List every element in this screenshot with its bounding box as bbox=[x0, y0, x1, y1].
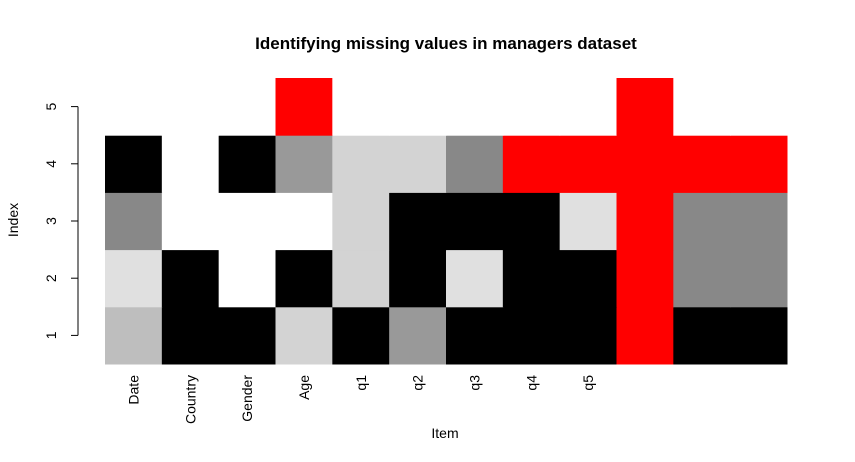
heatmap-cell-r2-c6 bbox=[389, 249, 447, 308]
heatmap-cell-r3-c1 bbox=[105, 192, 163, 251]
heatmap-cell-r4-c12 bbox=[730, 135, 788, 193]
heatmap-cell-r5-c10 bbox=[616, 78, 674, 136]
heatmap-cell-r2-c7 bbox=[446, 249, 504, 308]
heatmap-cell-r1-c7 bbox=[446, 306, 504, 365]
x-tick-label: Gender bbox=[239, 375, 255, 422]
heatmap-cell-r2-c5 bbox=[332, 249, 390, 308]
heatmap-cell-r5-c3 bbox=[218, 78, 276, 136]
heatmap-cell-r4-c7 bbox=[446, 135, 504, 193]
heatmap-cell-r5-c1 bbox=[105, 78, 163, 136]
heatmap-cell-r1-c8 bbox=[502, 306, 561, 365]
heatmap-cell-r3-c2 bbox=[161, 192, 220, 251]
x-tick-label: Date bbox=[125, 375, 141, 405]
heatmap-cell-r2-c8 bbox=[502, 249, 561, 308]
heatmap-cell-r4-c2 bbox=[161, 135, 220, 193]
heatmap-cell-r2-c10 bbox=[616, 249, 674, 308]
heatmap-cell-r4-c4 bbox=[275, 135, 333, 193]
heatmap-cell-r3-c8 bbox=[502, 192, 561, 251]
x-tick-label: q3 bbox=[466, 375, 482, 391]
heatmap-cell-r5-c4 bbox=[275, 78, 333, 136]
heatmap-cell-r2-c1 bbox=[105, 249, 163, 308]
x-axis: Date Country Gender Age q1 q2 q3 q4 q5 bbox=[125, 375, 596, 424]
heatmap-cell-r3-c11 bbox=[673, 192, 731, 251]
heatmap-cell-r1-c5 bbox=[332, 306, 390, 365]
heatmap-cell-r5-c8 bbox=[502, 78, 561, 136]
heatmap-cell-r1-c3 bbox=[218, 306, 276, 365]
heatmap-cell-r5-c7 bbox=[446, 78, 504, 136]
heatmap-cell-r1-c1 bbox=[105, 306, 163, 365]
heatmap-cell-r3-c9 bbox=[559, 192, 617, 251]
heatmap-cell-r5-c6 bbox=[389, 78, 447, 136]
heatmap-cell-r1-c2 bbox=[161, 306, 220, 365]
chart-title: Identifying missing values in managers d… bbox=[255, 34, 637, 53]
x-tick-label: Age bbox=[296, 375, 312, 400]
heatmap-cell-r1-c11 bbox=[673, 306, 731, 365]
heatmap-cell-r4-c3 bbox=[218, 135, 276, 193]
heatmap-cell-r3-c5 bbox=[332, 192, 390, 251]
y-tick-label: 4 bbox=[43, 160, 59, 168]
heatmap-cell-r3-c6 bbox=[389, 192, 447, 251]
heatmap-cell-r1-c10 bbox=[616, 306, 674, 365]
heatmap-cell-r2-c12 bbox=[730, 249, 788, 308]
x-tick-label: Country bbox=[182, 375, 198, 424]
heatmap-cell-r2-c4 bbox=[275, 249, 333, 308]
heatmap-cell-r5-c12 bbox=[730, 78, 788, 136]
heatmap-cell-r4-c1 bbox=[105, 135, 163, 193]
x-tick-label: q1 bbox=[353, 375, 369, 391]
heatmap-cell-r4-c6 bbox=[389, 135, 447, 193]
heatmap-cell-r1-c9 bbox=[559, 306, 617, 365]
heatmap-cell-r3-c4 bbox=[275, 192, 333, 251]
y-tick-label: 1 bbox=[43, 331, 59, 339]
heatmap-cell-r4-c5 bbox=[332, 135, 390, 193]
heatmap-cell-r1-c6 bbox=[389, 306, 447, 365]
y-tick-label: 2 bbox=[43, 274, 59, 282]
x-tick-label: q4 bbox=[523, 375, 539, 391]
heatmap-cell-r4-c9 bbox=[559, 135, 617, 193]
y-tick-label: 5 bbox=[43, 102, 59, 110]
heatmap-cell-r3-c12 bbox=[730, 192, 788, 251]
heatmap-cells bbox=[105, 78, 788, 365]
heatmap-cell-r4-c10 bbox=[616, 135, 674, 193]
heatmap-cell-r4-c11 bbox=[673, 135, 731, 193]
x-tick-label: q2 bbox=[410, 375, 426, 391]
heatmap-cell-r2-c9 bbox=[559, 249, 617, 308]
y-axis-label: Index bbox=[5, 203, 21, 237]
heatmap-cell-r2-c3 bbox=[218, 249, 276, 308]
heatmap-cell-r5-c5 bbox=[332, 78, 390, 136]
heatmap-cell-r3-c7 bbox=[446, 192, 504, 251]
heatmap-cell-r2-c2 bbox=[161, 249, 220, 308]
y-axis: 1 2 3 4 5 bbox=[43, 102, 79, 339]
heatmap-cell-r5-c2 bbox=[161, 78, 220, 136]
heatmap-cell-r1-c12 bbox=[730, 306, 788, 365]
heatmap-cell-r3-c3 bbox=[218, 192, 276, 251]
heatmap-cell-r3-c10 bbox=[616, 192, 674, 251]
heatmap-cell-r5-c11 bbox=[673, 78, 731, 136]
x-tick-label: q5 bbox=[580, 375, 596, 391]
heatmap-cell-r1-c4 bbox=[275, 306, 333, 365]
heatmap-cell-r4-c8 bbox=[502, 135, 561, 193]
heatmap-cell-r5-c9 bbox=[559, 78, 617, 136]
heatmap-cell-r2-c11 bbox=[673, 249, 731, 308]
x-axis-label: Item bbox=[431, 425, 458, 441]
y-tick-label: 3 bbox=[43, 217, 59, 225]
